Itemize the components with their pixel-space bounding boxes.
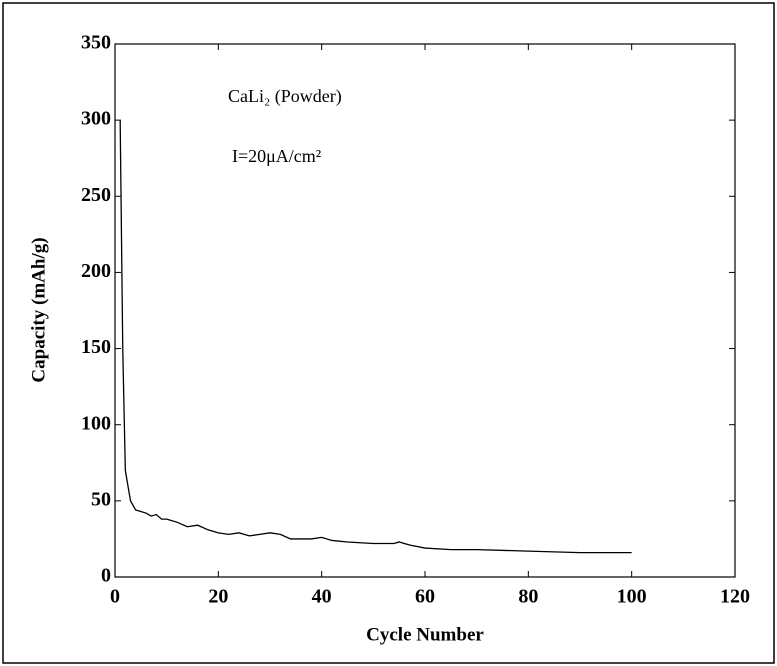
- y-tick-label: 50: [91, 488, 111, 510]
- data-line: [119, 120, 632, 554]
- x-tick-label: 100: [617, 586, 647, 608]
- y-tick-label: 300: [81, 108, 111, 130]
- y-axis-label: Capacity (mAh/g): [28, 237, 49, 382]
- y-tick-label: 0: [101, 565, 111, 587]
- annotation: I=20μA/cm²: [232, 146, 321, 166]
- annotation: CaLi₂ (Powder): [228, 86, 342, 107]
- x-tick-label: 120: [720, 586, 750, 608]
- x-tick-label: 60: [415, 586, 435, 608]
- y-tick-label: 150: [81, 336, 111, 358]
- plot-frame: [114, 43, 736, 578]
- x-tick-label: 20: [208, 586, 228, 608]
- x-tick-label: 40: [312, 586, 332, 608]
- y-tick-label: 350: [81, 32, 111, 54]
- x-tick-label: 80: [518, 586, 538, 608]
- y-tick-label: 100: [81, 412, 111, 434]
- y-tick-label: 200: [81, 260, 111, 282]
- x-axis-label: Cycle Number: [366, 624, 484, 645]
- y-tick-label: 250: [81, 184, 111, 206]
- x-tick-label: 0: [110, 586, 120, 608]
